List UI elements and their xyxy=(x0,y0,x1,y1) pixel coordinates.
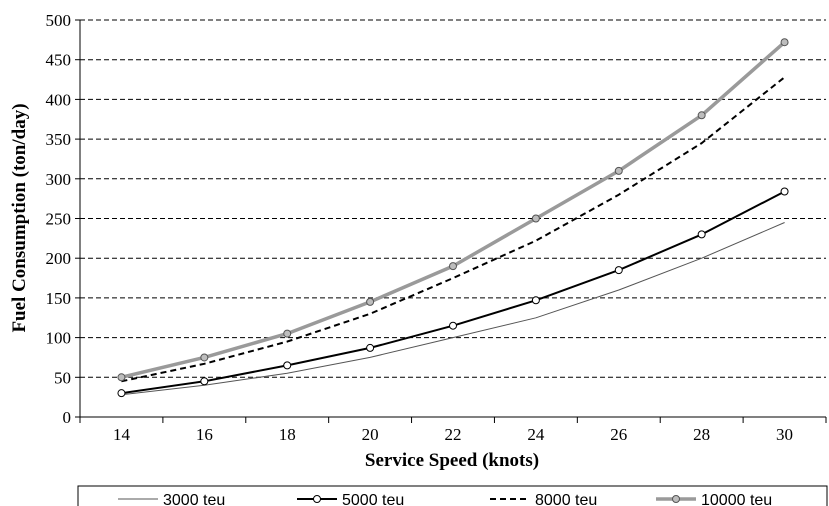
data-point xyxy=(614,266,623,275)
data-point xyxy=(780,187,789,196)
data-point xyxy=(449,321,457,330)
legend-marker xyxy=(672,495,680,503)
data-point xyxy=(780,38,789,47)
y-tick-label: 50 xyxy=(54,368,71,387)
y-tick-label: 150 xyxy=(46,289,72,308)
series-line xyxy=(121,76,786,383)
y-tick-label: 250 xyxy=(46,210,72,229)
y-tick-label: 300 xyxy=(46,170,72,189)
y-tick-label: 450 xyxy=(46,51,72,70)
legend: 3000 teu 5000 teu 8000 teu 10000 teu xyxy=(77,485,828,506)
y-tick-label: 100 xyxy=(46,329,72,348)
legend-label: 10000 teu xyxy=(701,492,772,506)
x-tick-label: 18 xyxy=(279,425,296,444)
y-tick-label: 350 xyxy=(46,130,72,149)
x-tick-label: 30 xyxy=(776,425,793,444)
data-point xyxy=(366,297,375,306)
data-point xyxy=(117,389,126,398)
data-point xyxy=(283,329,292,338)
data-point xyxy=(614,166,623,175)
y-tick-label: 0 xyxy=(63,408,72,427)
data-point xyxy=(531,296,540,305)
y-tick-label: 500 xyxy=(46,11,72,30)
x-axis-title: Service Speed (knots) xyxy=(365,450,539,471)
legend-label: 5000 teu xyxy=(342,492,404,506)
series-lines xyxy=(117,38,789,398)
y-tick-label: 400 xyxy=(46,90,72,109)
data-point xyxy=(117,373,126,382)
data-point xyxy=(366,343,375,352)
legend-label: 8000 teu xyxy=(535,492,597,506)
series-line xyxy=(121,222,785,396)
y-axis-title: Fuel Consumption (ton/day) xyxy=(9,103,30,332)
x-tick-label: 20 xyxy=(362,425,379,444)
data-point xyxy=(283,361,292,370)
y-tick-labels: 0 50 100 150 200 250 300 350 400 450 500 xyxy=(46,11,72,427)
x-tick-label: 28 xyxy=(693,425,710,444)
legend-label: 3000 teu xyxy=(163,492,225,506)
y-tick-label: 200 xyxy=(46,249,72,268)
x-tick-label: 24 xyxy=(527,425,545,444)
x-tick-label: 14 xyxy=(113,425,131,444)
x-tick-label: 26 xyxy=(610,425,627,444)
axes xyxy=(75,19,827,423)
series-line xyxy=(121,190,786,395)
data-point xyxy=(200,377,209,386)
data-point xyxy=(697,111,706,120)
x-tick-labels: 14 16 18 20 22 24 26 28 30 xyxy=(113,425,793,444)
x-tick-label: 16 xyxy=(196,425,213,444)
data-point xyxy=(697,230,706,239)
data-point xyxy=(449,262,457,271)
x-tick-label: 22 xyxy=(445,425,462,444)
data-point xyxy=(200,353,209,362)
legend-marker xyxy=(313,495,321,503)
legend-box xyxy=(77,485,828,506)
data-point xyxy=(531,214,540,223)
